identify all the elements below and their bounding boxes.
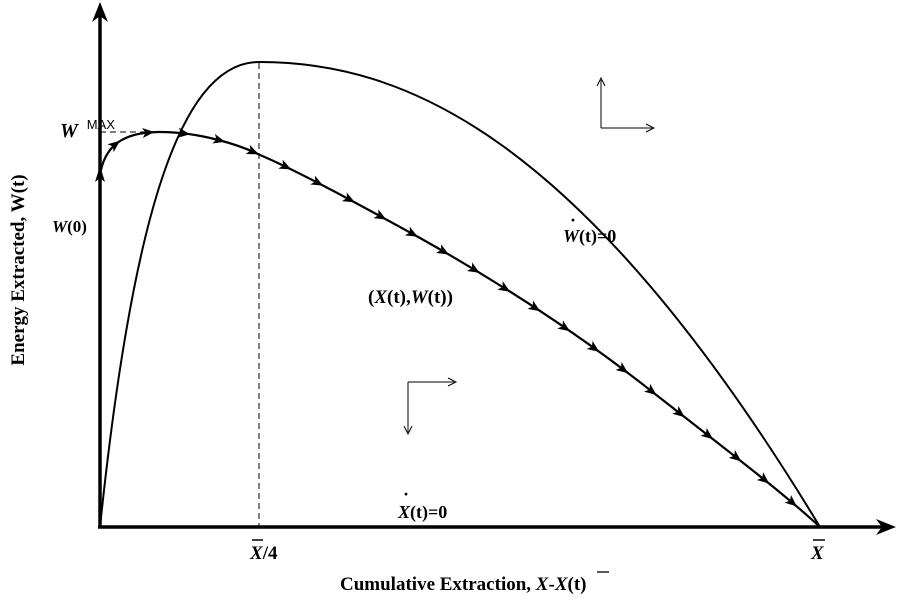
trajectory-arrowhead (212, 133, 226, 144)
trajectory-arrowhead (700, 427, 714, 440)
trajectory-arrowhead (586, 340, 600, 352)
trajectory-arrowhead (341, 192, 355, 203)
w-dot-dot: · (570, 210, 576, 230)
trajectory-arrowhead (436, 244, 449, 255)
trajectory-label: (X(t),W(t)) (368, 287, 453, 308)
trajectory-arrowhead (177, 127, 191, 138)
trajectory-arrowhead (466, 262, 480, 273)
x-dot-label: X(t)=0 (397, 502, 447, 523)
trajectory-arrowhead (756, 472, 770, 484)
w-max-label: W MAX (60, 117, 115, 142)
direction-arrow-upper-right (596, 76, 656, 133)
trajectory-arrowhead (615, 361, 629, 374)
trajectory-arrowhead (784, 494, 797, 507)
quarter-tick-label: X/4 (249, 543, 278, 564)
trajectory-arrowhead (142, 127, 155, 138)
trajectory-arrowhead (245, 144, 259, 155)
trajectory-arrowhead (310, 175, 324, 186)
w0-label: W(0) (52, 217, 87, 236)
trajectory-arrowhead (404, 226, 418, 237)
trajectory-arrowhead (527, 300, 541, 312)
w-dot-zero-curve (99, 60, 821, 528)
trajectory-arrowhead (107, 140, 120, 153)
y-axis-title: Energy Extracted, W(t) (8, 174, 29, 365)
w-dot-label: W(t)=0 (563, 226, 616, 247)
trajectory-arrowhead (557, 320, 571, 332)
trajectory-arrowhead (278, 159, 292, 170)
direction-arrow-lower (403, 377, 458, 436)
trajectory-arrowheads (107, 127, 797, 507)
x-axis-arrowhead (876, 519, 896, 535)
trajectory-arrowhead (728, 449, 742, 462)
end-tick-label: X (810, 543, 825, 564)
trajectory-arrowhead (672, 405, 685, 418)
trajectory-arrowhead (497, 281, 511, 292)
x-dot-dot: · (403, 484, 409, 504)
x-axis-title: Cumulative Extraction, X-X(t) (340, 574, 586, 595)
y-axis-arrowhead (92, 2, 108, 22)
trajectory-curve (98, 130, 821, 528)
trajectory-arrowhead (373, 209, 387, 220)
trajectory-arrowhead (644, 383, 657, 396)
